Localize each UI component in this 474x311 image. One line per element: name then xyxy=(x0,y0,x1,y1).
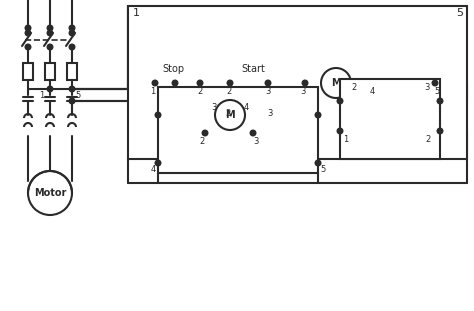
Circle shape xyxy=(25,25,31,31)
Circle shape xyxy=(155,112,161,118)
Bar xyxy=(45,63,55,80)
Text: 1: 1 xyxy=(39,91,45,100)
Circle shape xyxy=(315,112,321,118)
Circle shape xyxy=(315,160,321,166)
Circle shape xyxy=(250,130,256,136)
Text: 2: 2 xyxy=(425,134,430,143)
Text: 2: 2 xyxy=(225,109,231,118)
Circle shape xyxy=(47,44,53,50)
Text: 4: 4 xyxy=(150,165,155,174)
Circle shape xyxy=(152,80,158,86)
Text: Stop: Stop xyxy=(162,64,184,74)
Circle shape xyxy=(69,98,75,104)
Text: 3: 3 xyxy=(211,103,217,112)
Circle shape xyxy=(69,30,75,36)
Text: 5: 5 xyxy=(75,91,81,100)
Circle shape xyxy=(227,80,233,86)
Text: Motor: Motor xyxy=(34,188,66,198)
Circle shape xyxy=(69,44,75,50)
Circle shape xyxy=(321,68,351,98)
Circle shape xyxy=(69,25,75,31)
Circle shape xyxy=(432,80,438,86)
Circle shape xyxy=(202,130,208,136)
Circle shape xyxy=(337,98,343,104)
Circle shape xyxy=(437,128,443,134)
Text: 2: 2 xyxy=(227,86,232,95)
Text: 3: 3 xyxy=(267,109,273,118)
Circle shape xyxy=(69,86,75,92)
Circle shape xyxy=(437,98,443,104)
Text: 4: 4 xyxy=(369,86,374,95)
Circle shape xyxy=(215,100,245,130)
Text: 3: 3 xyxy=(301,86,306,95)
Text: 2: 2 xyxy=(197,86,202,95)
Bar xyxy=(158,87,318,173)
Text: 3: 3 xyxy=(253,137,259,146)
Text: 1: 1 xyxy=(133,8,139,18)
Bar xyxy=(67,63,77,80)
Bar xyxy=(340,79,440,159)
Text: 5: 5 xyxy=(456,8,464,18)
Text: 5: 5 xyxy=(320,165,326,174)
Text: M: M xyxy=(331,78,341,88)
Text: Start: Start xyxy=(241,64,265,74)
Circle shape xyxy=(25,30,31,36)
Circle shape xyxy=(172,80,178,86)
Circle shape xyxy=(337,128,343,134)
Circle shape xyxy=(265,80,271,86)
Text: 5: 5 xyxy=(434,86,439,95)
Circle shape xyxy=(28,171,72,215)
Bar xyxy=(128,6,467,159)
Text: 1: 1 xyxy=(150,86,155,95)
Text: 4: 4 xyxy=(243,103,249,112)
Text: 1: 1 xyxy=(343,134,348,143)
Text: 3: 3 xyxy=(424,83,430,92)
Circle shape xyxy=(47,25,53,31)
Circle shape xyxy=(47,86,53,92)
Bar xyxy=(23,63,33,80)
Circle shape xyxy=(302,80,308,86)
Circle shape xyxy=(197,80,203,86)
Text: M: M xyxy=(225,110,235,120)
Circle shape xyxy=(25,44,31,50)
Circle shape xyxy=(155,160,161,166)
Text: 3: 3 xyxy=(265,86,271,95)
Text: 2: 2 xyxy=(351,83,356,92)
Text: 2: 2 xyxy=(200,137,205,146)
Circle shape xyxy=(47,30,53,36)
